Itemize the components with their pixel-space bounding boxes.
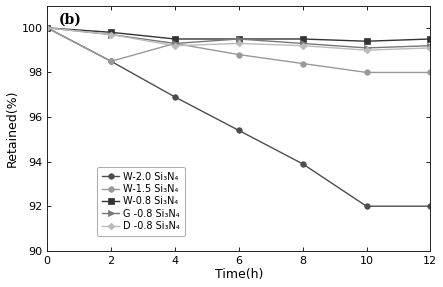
W-0.8 Si₃N₄ bbox=[109, 31, 114, 34]
G -0.8 Si₃N₄ bbox=[364, 46, 369, 50]
W-2.0 Si₃N₄ bbox=[428, 205, 433, 208]
D -0.8 Si₃N₄ bbox=[300, 44, 305, 47]
W-0.8 Si₃N₄ bbox=[364, 40, 369, 43]
D -0.8 Si₃N₄ bbox=[45, 26, 50, 30]
Y-axis label: Retained(%): Retained(%) bbox=[6, 90, 19, 167]
D -0.8 Si₃N₄ bbox=[428, 46, 433, 50]
D -0.8 Si₃N₄ bbox=[109, 33, 114, 36]
D -0.8 Si₃N₄ bbox=[172, 44, 178, 47]
W-1.5 Si₃N₄ bbox=[236, 53, 241, 56]
W-2.0 Si₃N₄ bbox=[45, 26, 50, 30]
W-0.8 Si₃N₄ bbox=[45, 26, 50, 30]
X-axis label: Time(h): Time(h) bbox=[214, 268, 263, 282]
G -0.8 Si₃N₄ bbox=[45, 26, 50, 30]
Legend: W-2.0 Si₃N₄, W-1.5 Si₃N₄, W-0.8 Si₃N₄, G -0.8 Si₃N₄, D -0.8 Si₃N₄: W-2.0 Si₃N₄, W-1.5 Si₃N₄, W-0.8 Si₃N₄, G… bbox=[97, 167, 185, 236]
W-2.0 Si₃N₄ bbox=[109, 60, 114, 63]
G -0.8 Si₃N₄ bbox=[300, 42, 305, 45]
W-1.5 Si₃N₄ bbox=[172, 42, 178, 45]
Line: W-0.8 Si₃N₄: W-0.8 Si₃N₄ bbox=[44, 25, 433, 44]
G -0.8 Si₃N₄ bbox=[109, 33, 114, 36]
W-2.0 Si₃N₄ bbox=[300, 162, 305, 166]
W-0.8 Si₃N₄ bbox=[428, 37, 433, 41]
Text: (b): (b) bbox=[58, 13, 82, 27]
W-2.0 Si₃N₄ bbox=[364, 205, 369, 208]
G -0.8 Si₃N₄ bbox=[236, 37, 241, 41]
Line: D -0.8 Si₃N₄: D -0.8 Si₃N₄ bbox=[45, 26, 433, 53]
W-0.8 Si₃N₄ bbox=[172, 37, 178, 41]
Line: W-1.5 Si₃N₄: W-1.5 Si₃N₄ bbox=[44, 25, 433, 75]
W-2.0 Si₃N₄ bbox=[172, 95, 178, 99]
W-0.8 Si₃N₄ bbox=[300, 37, 305, 41]
G -0.8 Si₃N₄ bbox=[172, 42, 178, 45]
D -0.8 Si₃N₄ bbox=[236, 42, 241, 45]
W-2.0 Si₃N₄ bbox=[236, 129, 241, 132]
W-1.5 Si₃N₄ bbox=[300, 62, 305, 65]
W-0.8 Si₃N₄ bbox=[236, 37, 241, 41]
W-1.5 Si₃N₄ bbox=[364, 71, 369, 74]
W-1.5 Si₃N₄ bbox=[45, 26, 50, 30]
D -0.8 Si₃N₄ bbox=[364, 49, 369, 52]
G -0.8 Si₃N₄ bbox=[428, 44, 433, 47]
W-1.5 Si₃N₄ bbox=[428, 71, 433, 74]
Line: G -0.8 Si₃N₄: G -0.8 Si₃N₄ bbox=[44, 25, 433, 51]
W-1.5 Si₃N₄ bbox=[109, 60, 114, 63]
Line: W-2.0 Si₃N₄: W-2.0 Si₃N₄ bbox=[44, 25, 433, 209]
